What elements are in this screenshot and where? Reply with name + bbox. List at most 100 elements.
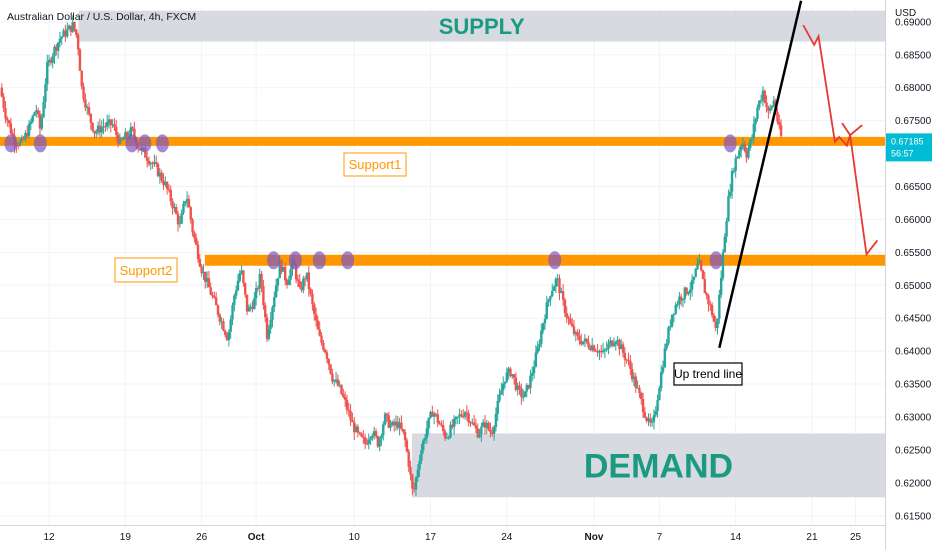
candle-body — [249, 306, 252, 308]
candle-body — [189, 207, 192, 220]
candle-body — [699, 260, 703, 271]
candle-body — [118, 138, 122, 144]
support1-line[interactable] — [0, 136, 885, 146]
support2-touch-point[interactable] — [267, 251, 281, 270]
candle-body — [538, 343, 541, 347]
time-tick-label: 21 — [806, 532, 818, 543]
candle-body — [209, 287, 212, 295]
candle-body — [345, 399, 349, 410]
candle-body — [184, 201, 187, 204]
candle-body — [723, 236, 726, 253]
time-tick-label: 12 — [43, 532, 55, 543]
candle-body — [670, 314, 674, 327]
candle-body — [342, 393, 345, 397]
candle-body — [360, 433, 363, 437]
candle-body — [285, 280, 289, 285]
candle-body — [749, 139, 752, 149]
candle-body — [89, 113, 93, 123]
price-tick-label: 0.62500 — [895, 445, 932, 456]
projection-path[interactable] — [802, 24, 879, 257]
candle-body — [447, 437, 450, 439]
candle-body — [449, 424, 452, 438]
support2-touch-point[interactable] — [709, 251, 723, 270]
candle-body — [759, 100, 763, 102]
candle-body — [367, 439, 370, 444]
candle-body — [703, 279, 707, 294]
candle-body — [282, 266, 285, 272]
candle-body — [67, 25, 71, 30]
candle-body — [592, 345, 596, 351]
support2-touch-point[interactable] — [341, 251, 355, 270]
candle-body — [300, 286, 303, 291]
candle-body — [549, 296, 552, 300]
candle-body — [714, 321, 717, 328]
candle-body — [489, 429, 492, 433]
candle-body — [770, 106, 774, 109]
support1-touch-point[interactable] — [4, 134, 18, 153]
candle-body — [289, 269, 292, 280]
candle-body — [383, 413, 387, 425]
time-axis[interactable]: 12 19 26 Oct 10 17 24 Nov 7 14 21 25 — [43, 532, 861, 543]
candle-body — [274, 285, 278, 298]
candle-body — [398, 422, 401, 428]
candle-body — [598, 350, 601, 353]
candle-body — [638, 387, 641, 393]
candle-body — [681, 298, 685, 301]
candle-body — [187, 199, 191, 208]
candle-body — [547, 299, 550, 303]
support1-touch-point[interactable] — [155, 134, 169, 153]
support1-touch-point[interactable] — [33, 134, 47, 153]
candle-body — [612, 344, 616, 347]
candle-body — [233, 295, 236, 306]
candle-body — [589, 347, 592, 350]
candle-body — [601, 350, 605, 353]
candle-body — [294, 265, 298, 280]
candle-body — [567, 317, 570, 320]
candle-body — [93, 130, 96, 134]
candle-body — [40, 117, 43, 129]
candle-body — [454, 417, 458, 419]
candle-body — [690, 280, 694, 290]
candle-body — [298, 280, 301, 287]
candle-body — [162, 180, 165, 185]
candle-body — [481, 422, 485, 427]
candle-body — [732, 170, 736, 172]
candle-body — [525, 384, 528, 392]
candle-body — [36, 110, 40, 115]
support1-touch-point[interactable] — [723, 134, 737, 153]
candle-body — [692, 276, 696, 281]
demand-zone[interactable] — [411, 433, 885, 498]
support2-touch-point[interactable] — [548, 251, 562, 270]
supply-zone[interactable] — [78, 10, 886, 42]
support1-touch-point[interactable] — [125, 134, 139, 153]
time-tick-label: 10 — [349, 532, 361, 543]
candle-body — [82, 86, 85, 100]
candle-body — [505, 372, 509, 382]
candle-body — [369, 437, 372, 440]
price-axis[interactable]: 0.69000 0.68500 0.68000 0.67500 0.66500 0.660… — [895, 17, 932, 522]
candle-body — [767, 107, 770, 112]
candle-body — [632, 376, 636, 380]
candle-body — [705, 293, 708, 296]
candle-body — [327, 359, 330, 365]
price-tick-label: 0.69000 — [895, 17, 932, 28]
up-trend-line[interactable] — [718, 0, 803, 349]
candle-body — [474, 425, 478, 429]
support2-touch-point[interactable] — [288, 251, 302, 270]
support1-touch-point[interactable] — [138, 134, 152, 153]
candle-body — [594, 350, 598, 352]
candle-body — [224, 330, 227, 335]
candle-body — [191, 219, 194, 233]
candle-body — [652, 415, 656, 422]
support2-line[interactable] — [204, 254, 885, 266]
candle-body — [296, 279, 300, 281]
candle-body — [420, 450, 423, 461]
candle-body — [26, 132, 29, 137]
support2-touch-point[interactable] — [312, 251, 326, 270]
candle-body — [658, 388, 661, 401]
candle-body — [536, 346, 539, 353]
candle-body — [581, 341, 585, 345]
candle-body — [325, 352, 329, 360]
candle-body — [756, 107, 759, 119]
